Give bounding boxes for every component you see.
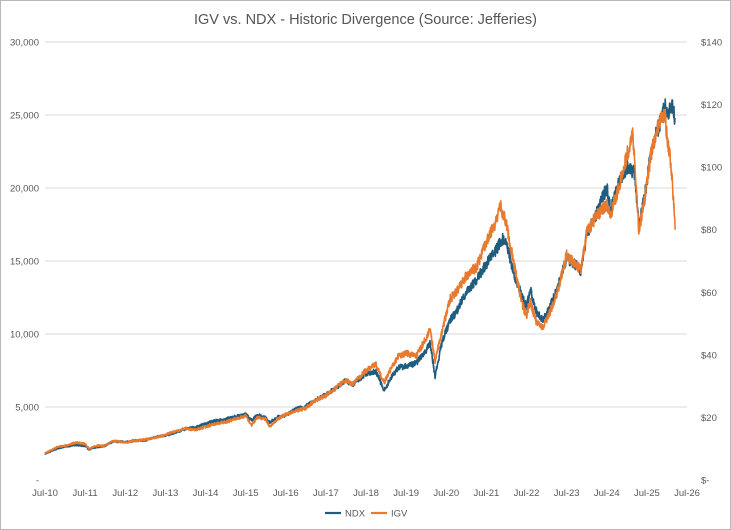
x-tick-label: Jul-25 [634,488,660,499]
right-tick-label: $20 [701,413,717,424]
x-tick-label: Jul-26 [674,488,700,499]
x-tick-label: Jul-17 [313,488,339,499]
left-y-axis: - 5,000 10,000 15,000 20,000 25,000 30,000 [10,38,39,487]
left-tick-label: - [36,476,39,487]
left-tick-label: 30,000 [10,38,39,49]
left-tick-label: 15,000 [10,257,39,268]
right-tick-label: $120 [701,100,722,111]
x-tick-label: Jul-12 [112,488,138,499]
x-axis: Jul-10 Jul-11 Jul-12 Jul-13 Jul-14 Jul-15 Jul-… [32,488,700,499]
x-tick-label: Jul-21 [473,488,499,499]
right-tick-label: $140 [701,38,722,49]
x-tick-label: Jul-23 [554,488,580,499]
series-line-ndx [44,98,676,455]
left-tick-label: 20,000 [10,184,39,195]
chart-title: IGV vs. NDX - Historic Divergence (Sourc… [194,12,537,28]
x-tick-label: Jul-13 [152,488,178,499]
left-tick-label: 5,000 [15,403,39,414]
right-tick-label: $80 [701,225,717,236]
x-tick-label: Jul-16 [273,488,299,499]
x-tick-label: Jul-14 [193,488,219,499]
gridlines [45,41,687,408]
right-tick-label: $40 [701,350,717,361]
right-y-axis: $- $20 $40 $60 $80 $100 $120 $140 [701,38,722,487]
legend-label-igv: IGV [391,509,408,520]
right-tick-label: $60 [701,288,717,299]
legend: NDX IGV [325,509,408,520]
x-tick-label: Jul-11 [73,488,98,499]
right-tick-label: $- [701,476,709,487]
x-tick-label: Jul-18 [353,488,379,499]
x-tick-label: Jul-19 [393,488,419,499]
x-tick-label: Jul-24 [594,488,620,499]
x-tick-label: Jul-10 [32,488,58,499]
left-tick-label: 25,000 [10,111,39,122]
right-tick-label: $100 [701,163,722,174]
left-tick-label: 10,000 [10,330,39,341]
x-tick-label: Jul-22 [514,488,540,499]
x-tick-label: Jul-15 [233,488,259,499]
series-layer [44,98,677,455]
x-tick-label: Jul-20 [433,488,459,499]
legend-label-ndx: NDX [345,509,366,520]
series-line-igv [44,108,677,455]
